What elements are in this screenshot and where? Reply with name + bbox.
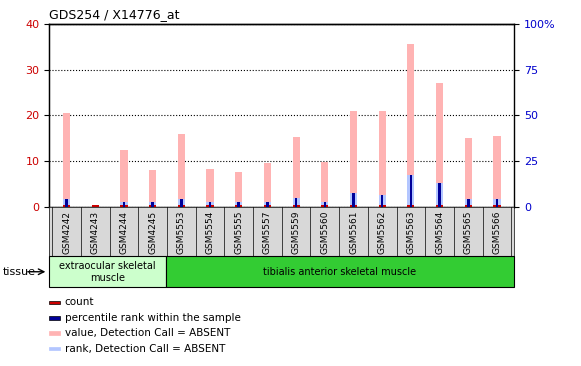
Bar xyxy=(381,195,383,207)
Bar xyxy=(465,138,472,207)
Bar xyxy=(467,199,469,207)
Text: value, Detection Call = ABSENT: value, Detection Call = ABSENT xyxy=(64,328,230,338)
Text: percentile rank within the sample: percentile rank within the sample xyxy=(64,313,241,323)
Text: GSM5562: GSM5562 xyxy=(378,211,387,254)
Text: GSM5561: GSM5561 xyxy=(349,211,358,254)
Bar xyxy=(293,205,300,207)
Bar xyxy=(180,199,182,207)
Bar xyxy=(350,205,357,207)
Bar xyxy=(63,205,70,207)
Bar xyxy=(166,256,514,287)
Text: rank, Detection Call = ABSENT: rank, Detection Call = ABSENT xyxy=(64,344,225,354)
Text: GSM5565: GSM5565 xyxy=(464,211,473,254)
Bar xyxy=(206,169,214,207)
Text: GSM5557: GSM5557 xyxy=(263,211,272,254)
Bar xyxy=(49,332,60,335)
Bar xyxy=(465,199,472,207)
Text: GSM4242: GSM4242 xyxy=(62,211,71,254)
Bar xyxy=(65,199,68,207)
Bar xyxy=(293,137,300,207)
Bar xyxy=(295,198,297,207)
Bar xyxy=(49,256,166,287)
Bar xyxy=(238,202,240,207)
Bar xyxy=(264,202,271,207)
Bar xyxy=(235,202,242,207)
Bar xyxy=(465,205,472,207)
Bar xyxy=(235,205,242,207)
Bar xyxy=(120,205,128,207)
Bar xyxy=(206,202,214,207)
Text: GSM5560: GSM5560 xyxy=(320,211,329,254)
Bar xyxy=(266,202,268,207)
Bar xyxy=(410,175,412,207)
Bar xyxy=(350,193,357,207)
Bar xyxy=(436,83,443,207)
Bar xyxy=(496,199,498,207)
Bar xyxy=(407,205,414,207)
Bar xyxy=(379,111,386,207)
Bar xyxy=(178,199,185,207)
Text: extraocular skeletal
muscle: extraocular skeletal muscle xyxy=(59,261,156,283)
Bar xyxy=(235,172,242,207)
Bar xyxy=(321,202,328,207)
Bar xyxy=(493,199,501,207)
Text: count: count xyxy=(64,298,94,307)
Bar xyxy=(178,134,185,207)
Bar xyxy=(152,202,154,207)
Bar xyxy=(293,198,300,207)
Text: GSM5563: GSM5563 xyxy=(406,211,415,254)
Bar xyxy=(436,205,443,207)
Bar xyxy=(49,347,60,350)
Bar xyxy=(178,205,185,207)
Bar xyxy=(92,205,99,207)
Text: GSM5553: GSM5553 xyxy=(177,211,186,254)
Bar xyxy=(436,183,443,207)
Bar xyxy=(209,202,211,207)
Bar xyxy=(123,202,125,207)
Bar xyxy=(49,301,60,304)
Text: tissue: tissue xyxy=(3,267,36,277)
Bar xyxy=(324,202,326,207)
Text: GSM4245: GSM4245 xyxy=(148,211,157,254)
Text: GSM4244: GSM4244 xyxy=(120,211,128,254)
Text: GSM4243: GSM4243 xyxy=(91,211,100,254)
Bar xyxy=(407,44,414,207)
Bar xyxy=(63,113,70,207)
Text: GSM5564: GSM5564 xyxy=(435,211,444,254)
Bar xyxy=(352,193,355,207)
Bar xyxy=(49,316,60,320)
Bar xyxy=(493,136,501,207)
Bar xyxy=(120,202,128,207)
Bar xyxy=(407,175,414,207)
Text: GSM5566: GSM5566 xyxy=(493,211,501,254)
Bar xyxy=(379,195,386,207)
Bar xyxy=(149,202,156,207)
Text: GSM5559: GSM5559 xyxy=(292,211,300,254)
Bar xyxy=(350,111,357,207)
Bar xyxy=(149,205,156,207)
Text: GSM5554: GSM5554 xyxy=(206,211,214,254)
Bar xyxy=(206,205,214,207)
Bar xyxy=(63,199,70,207)
Bar xyxy=(493,205,501,207)
Bar xyxy=(149,170,156,207)
Text: GSM5555: GSM5555 xyxy=(234,211,243,254)
Bar xyxy=(264,163,271,207)
Bar xyxy=(379,205,386,207)
Bar xyxy=(438,183,441,207)
Bar xyxy=(120,150,128,207)
Bar xyxy=(264,205,271,207)
Bar xyxy=(321,162,328,207)
Bar xyxy=(321,205,328,207)
Text: GDS254 / X14776_at: GDS254 / X14776_at xyxy=(49,8,180,21)
Text: tibialis anterior skeletal muscle: tibialis anterior skeletal muscle xyxy=(263,267,417,277)
